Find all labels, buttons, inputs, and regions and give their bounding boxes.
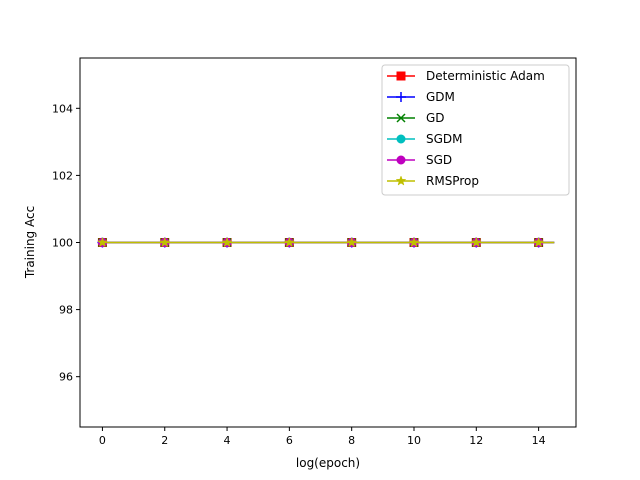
- data-point-marker: [159, 236, 171, 248]
- x-tick-label: 12: [469, 434, 483, 447]
- legend-label: SGD: [426, 153, 452, 167]
- legend-marker: [395, 175, 407, 186]
- legend: Deterministic Adam GDM GD SGDM SGD RMSProp: [381, 64, 570, 196]
- x-tick-label: 8: [348, 434, 355, 447]
- x-axis-ticks: 0 2 4 6 8 10 12 14: [99, 427, 546, 447]
- data-point-marker: [533, 236, 545, 248]
- legend-marker: [396, 134, 406, 144]
- series-6: [97, 236, 555, 248]
- y-tick-label: 102: [52, 169, 73, 182]
- y-axis-ticks: 96 98 100 102 104: [52, 102, 80, 384]
- x-axis-label: log(epoch): [296, 456, 360, 470]
- plot-area: [79, 57, 577, 428]
- legend-entry: SGDM: [387, 132, 463, 146]
- x-tick-label: 10: [407, 434, 421, 447]
- legend-marker: [396, 155, 406, 165]
- legend-label: SGDM: [426, 132, 463, 146]
- x-tick-label: 4: [224, 434, 231, 447]
- data-point-marker: [283, 236, 295, 248]
- x-tick-label: 2: [161, 434, 168, 447]
- legend-label: GDM: [426, 90, 455, 104]
- x-tick-label: 0: [99, 434, 106, 447]
- y-tick-label: 98: [59, 304, 73, 317]
- legend-marker: [396, 113, 406, 123]
- legend-label: RMSProp: [426, 174, 479, 188]
- legend-box: [381, 64, 570, 196]
- y-tick-label: 104: [52, 102, 73, 115]
- y-tick-label: 96: [59, 371, 73, 384]
- legend-entry: RMSProp: [387, 174, 479, 188]
- legend-label: Deterministic Adam: [426, 69, 545, 83]
- data-point-marker: [97, 236, 108, 248]
- legend-marker: [396, 71, 406, 81]
- data-point-marker: [470, 236, 482, 248]
- legend-entry: GD: [387, 111, 445, 125]
- legend-entry: Deterministic Adam: [387, 69, 545, 83]
- legend-entry: SGD: [387, 153, 452, 167]
- legend-marker: [396, 92, 406, 102]
- legend-label: GD: [426, 111, 445, 125]
- data-point-marker: [408, 236, 420, 248]
- y-tick-label: 100: [52, 237, 73, 250]
- y-axis-label: Training Acc: [23, 206, 37, 279]
- x-tick-label: 6: [286, 434, 293, 447]
- data-point-marker: [346, 236, 358, 248]
- data-point-marker: [221, 236, 233, 248]
- x-tick-label: 14: [532, 434, 546, 447]
- legend-entry: GDM: [387, 90, 455, 104]
